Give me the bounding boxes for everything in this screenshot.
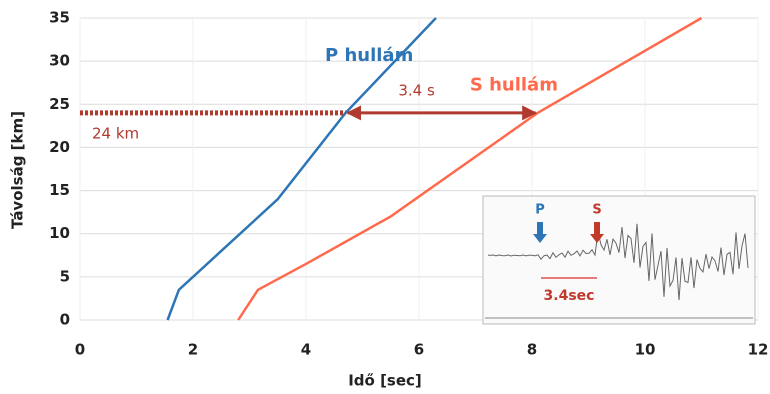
x-tick-label: 2 <box>188 341 198 359</box>
y-tick-label: 25 <box>49 95 70 113</box>
chart: Idő [sec] Távolság [km] 0 5 10 15 20 25 30 35 0 2… <box>0 0 770 394</box>
x-tick-label: 0 <box>75 341 85 359</box>
marker-label: 24 km <box>92 124 139 142</box>
series-label: P hullám <box>325 45 413 66</box>
x-tick-label: 6 <box>414 341 424 359</box>
series-label: S hullám <box>470 74 558 95</box>
y-tick-label: 15 <box>49 181 70 199</box>
y-tick-label: 35 <box>49 9 70 27</box>
y-tick-label: 20 <box>49 138 70 156</box>
inset-interval-label: 3.4sec <box>544 288 595 304</box>
inset-s-label: S <box>592 203 601 218</box>
x-tick-label: 10 <box>635 341 656 359</box>
x-tick-label: 8 <box>527 341 537 359</box>
y-tick-label: 0 <box>60 311 70 329</box>
y-tick-label: 5 <box>60 267 70 285</box>
inset-p-label: P <box>535 203 545 218</box>
x-axis-label: Idő [sec] <box>348 372 422 390</box>
interval-label: 3.4 s <box>398 81 435 99</box>
y-tick-label: 30 <box>49 52 70 70</box>
x-tick-label: 12 <box>748 341 769 359</box>
y-tick-label: 10 <box>49 224 70 242</box>
inset: P S 3.4sec <box>483 196 755 324</box>
y-axis-label: Távolság [km] <box>9 111 27 229</box>
x-tick-label: 4 <box>301 341 311 359</box>
